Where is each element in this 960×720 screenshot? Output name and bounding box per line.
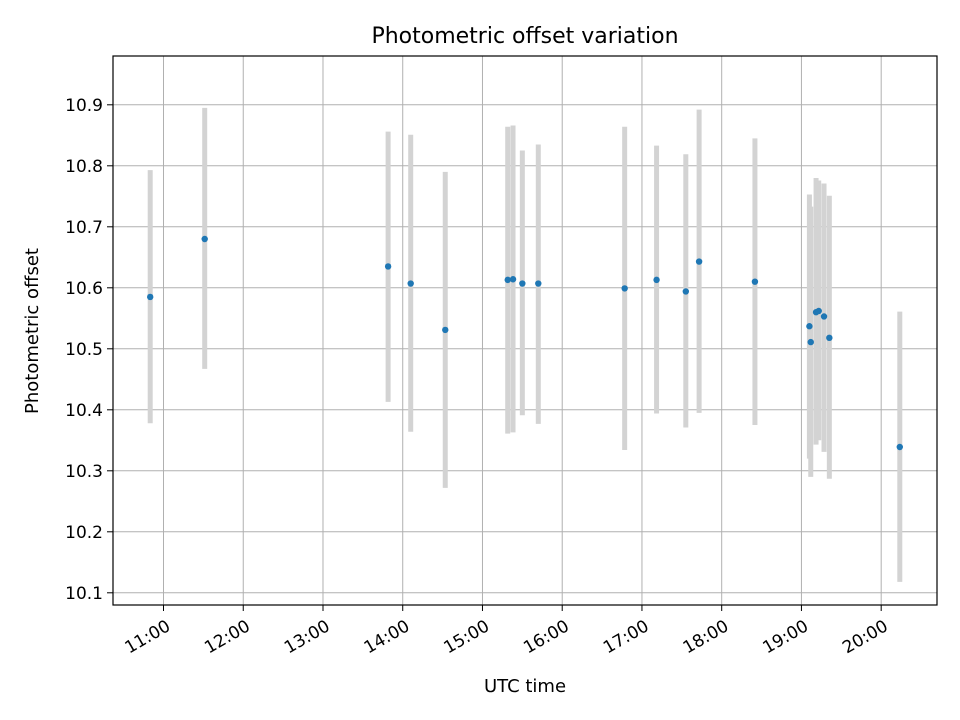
- y-axis-label: Photometric offset: [22, 248, 43, 414]
- y-tick-label: 10.6: [65, 279, 103, 299]
- y-axis-ticks: 10.1 10.2 10.3 10.4 10.5 10.6 10.7 10.8 10.9: [65, 96, 113, 604]
- y-tick-label: 10.2: [65, 523, 103, 543]
- y-tick-label: 10.7: [65, 218, 103, 238]
- y-tick-label: 10.3: [65, 462, 103, 482]
- data-point: [896, 443, 903, 451]
- data-point: [695, 258, 703, 265]
- data-point: [201, 235, 208, 243]
- y-tick-label: 10.9: [65, 96, 103, 116]
- data-point: [384, 263, 392, 270]
- y-tick-label: 10.4: [65, 401, 103, 421]
- data-point: [815, 307, 822, 315]
- data-point: [820, 313, 828, 320]
- y-tick-label: 10.8: [65, 157, 103, 177]
- data-point: [807, 338, 814, 346]
- data-point: [535, 280, 542, 287]
- data-point: [407, 280, 414, 287]
- data-point: [509, 276, 517, 283]
- data-point: [519, 280, 526, 287]
- data-point: [147, 293, 154, 301]
- data-point: [806, 323, 813, 330]
- data-point: [826, 334, 833, 342]
- y-tick-label: 10.1: [65, 584, 103, 604]
- data-point: [751, 278, 759, 285]
- data-points: [147, 235, 903, 451]
- grid: [113, 56, 937, 605]
- x-axis-label: UTC time: [484, 676, 566, 697]
- data-point: [653, 276, 660, 284]
- data-point: [621, 285, 628, 292]
- data-point: [442, 326, 449, 334]
- data-point: [504, 276, 511, 284]
- data-point: [682, 288, 690, 295]
- plot-frame: [112, 55, 938, 606]
- chart-title: Photometric offset variation: [371, 24, 678, 49]
- y-tick-label: 10.5: [65, 340, 103, 360]
